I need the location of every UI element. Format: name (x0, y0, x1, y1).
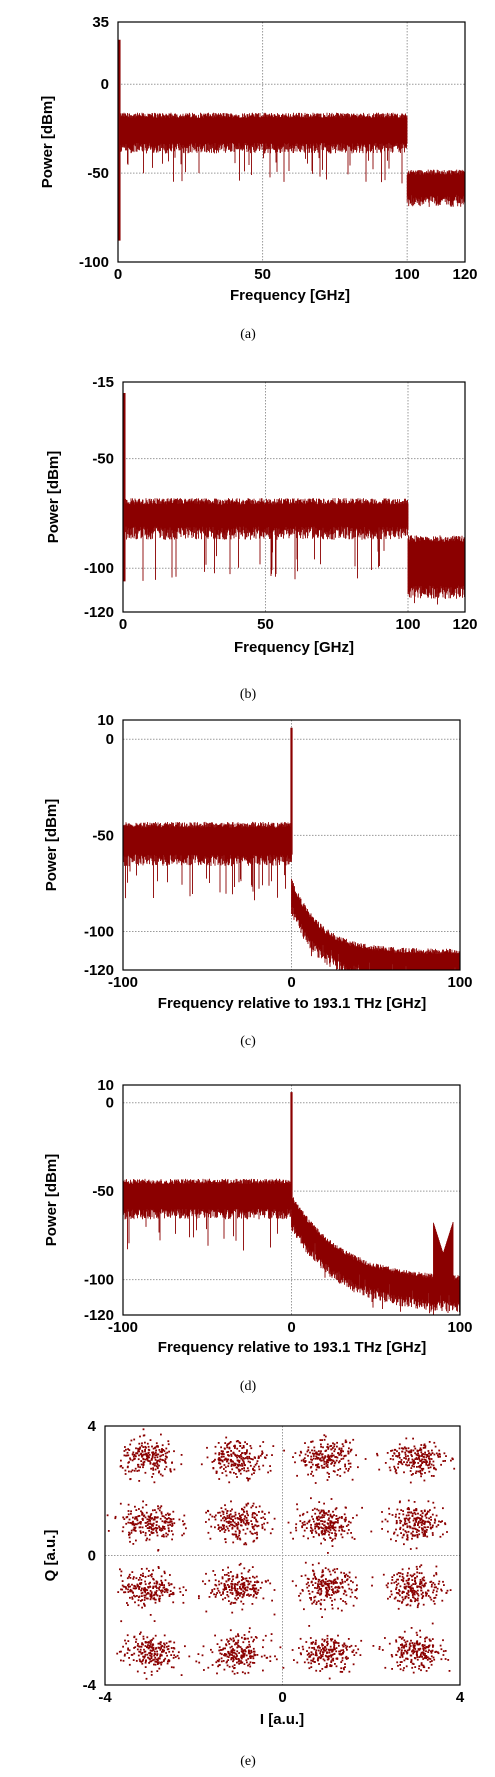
y-tick-label: 10 (97, 1077, 114, 1094)
y-tick-label: -4 (83, 1677, 97, 1694)
y-tick-label: -15 (92, 374, 114, 391)
constellation-cluster (200, 1436, 275, 1484)
plot-area (118, 39, 465, 241)
x-tick-label: 0 (119, 616, 127, 633)
y-tick-label: -120 (84, 1307, 114, 1324)
constellation-cluster (198, 1562, 300, 1616)
x-tick-label: 0 (278, 1689, 286, 1706)
x-tick-label: 100 (447, 1319, 472, 1336)
panel-b: 0 50 100 120 -15 -50 -100 -120 Frequency [GHz] Po… (45, 374, 478, 702)
plot-frame (104, 1425, 461, 1686)
x-tick-label: 4 (456, 1689, 465, 1706)
spectrum-trace (123, 821, 460, 970)
x-axis-label: Frequency [GHz] (230, 287, 350, 304)
constellation-cluster (197, 1627, 285, 1675)
constellation-cluster (119, 1428, 183, 1484)
panel-a: 0 50 100 120 35 0 -50 -100 Frequency [GHz] Power … (39, 14, 478, 342)
plot-frame (122, 1084, 461, 1316)
spectrum-trace (118, 112, 465, 207)
constellation-cluster (291, 1625, 363, 1680)
constellation-cluster (205, 1500, 276, 1546)
y-axis-label: Power [dBm] (43, 1154, 60, 1247)
x-tick-label: 0 (114, 266, 122, 283)
x-axis-label: I [a.u.] (260, 1711, 304, 1728)
y-tick-label: 35 (92, 14, 109, 31)
constellation-cluster (376, 1437, 456, 1484)
spectrum-trace (123, 498, 465, 605)
y-axis-label: Power [dBm] (45, 451, 62, 544)
y-axis-label: Power [dBm] (43, 799, 60, 892)
y-tick-label: -50 (92, 827, 114, 844)
y-tick-label: 0 (106, 731, 114, 748)
constellation-cluster (370, 1499, 448, 1550)
y-tick-label: -50 (92, 1183, 114, 1200)
y-tick-label: -100 (79, 254, 109, 271)
x-tick-label: -100 (108, 974, 138, 991)
plot-area (123, 1092, 460, 1315)
y-axis-label: Q [a.u.] (42, 1530, 59, 1582)
plot-area (123, 392, 465, 605)
x-tick-label: 50 (257, 616, 274, 633)
x-tick-label: 50 (254, 266, 271, 283)
y-tick-label: 0 (106, 1095, 114, 1112)
plot-frame (117, 21, 466, 263)
x-tick-label: 100 (447, 974, 472, 991)
y-tick-label: -100 (84, 560, 114, 577)
y-tick-label: -100 (84, 924, 114, 941)
plot-area (123, 727, 460, 970)
figure-caption: (e) (240, 1754, 256, 1769)
constellation-cluster (117, 1566, 187, 1616)
y-tick-label: -50 (92, 451, 114, 468)
figure-caption: (a) (240, 327, 256, 342)
y-tick-label: 0 (101, 76, 109, 93)
y-tick-label: -100 (84, 1272, 114, 1289)
constellation-cluster (106, 1500, 187, 1552)
figure-caption: (b) (240, 687, 257, 702)
y-axis-label: Power [dBm] (39, 96, 56, 189)
x-tick-label: -100 (108, 1319, 138, 1336)
x-tick-label: 100 (395, 616, 420, 633)
x-tick-label: 120 (452, 616, 477, 633)
y-tick-label: 0 (88, 1548, 96, 1565)
plot-area (106, 1428, 456, 1680)
y-tick-label: 4 (88, 1418, 97, 1435)
panel-e: -4 0 4 4 0 -4 I [a.u.] Q [a.u.] (e) (42, 1418, 465, 1769)
constellation-cluster (291, 1561, 358, 1618)
x-tick-label: -4 (98, 1689, 112, 1706)
y-tick-label: -50 (87, 165, 109, 182)
x-tick-label: 120 (452, 266, 477, 283)
x-tick-label: 0 (287, 1319, 295, 1336)
y-tick-label: 10 (97, 712, 114, 729)
constellation-cluster (283, 1434, 379, 1484)
plot-frame (122, 381, 466, 613)
y-tick-label: -120 (84, 604, 114, 621)
y-tick-label: -120 (84, 962, 114, 979)
constellation-cluster (287, 1497, 363, 1554)
x-axis-label: Frequency relative to 193.1 THz [GHz] (158, 1339, 426, 1356)
spectrum-trace (123, 1178, 460, 1315)
figure-caption: (d) (240, 1379, 257, 1394)
x-axis-label: Frequency relative to 193.1 THz [GHz] (158, 995, 426, 1012)
constellation-cluster (372, 1622, 451, 1674)
constellation-cluster (116, 1620, 198, 1680)
x-tick-label: 100 (395, 266, 420, 283)
plot-frame (122, 719, 461, 971)
constellation-cluster (371, 1564, 452, 1610)
figure-caption: (c) (240, 1034, 256, 1049)
x-axis-label: Frequency [GHz] (234, 639, 354, 656)
x-tick-label: 0 (287, 974, 295, 991)
